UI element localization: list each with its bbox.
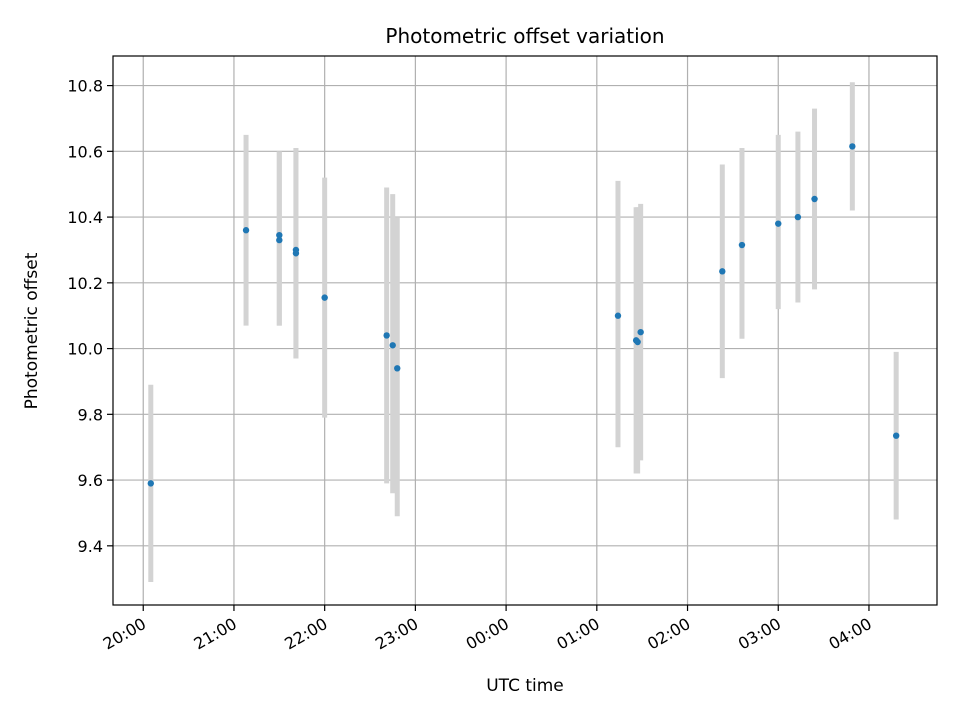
y-axis-label: Photometric offset <box>22 252 42 409</box>
data-point <box>614 312 622 319</box>
chart-title: Photometric offset variation <box>385 24 664 48</box>
data-point <box>276 231 283 239</box>
x-axis-ticks: 20:00 21:00 22:00 23:00 00:00 01:00 02:00 03:00… <box>100 605 875 654</box>
data-point <box>775 220 782 227</box>
y-tick-label: 10.2 <box>67 274 103 293</box>
data-point <box>634 338 641 346</box>
y-tick-label: 10.6 <box>67 142 103 161</box>
data-points <box>147 143 900 487</box>
data-point <box>637 328 644 336</box>
data-point <box>383 332 390 339</box>
data-point <box>394 365 401 372</box>
data-point <box>321 294 328 301</box>
x-tick-label: 03:00 <box>735 614 784 654</box>
y-tick-label: 9.8 <box>78 405 103 424</box>
x-tick-label: 00:00 <box>463 614 512 654</box>
data-point <box>242 227 250 234</box>
y-axis-ticks: 9.4 9.6 9.8 10.0 10.2 10.4 10.6 10.8 <box>67 77 113 556</box>
x-tick-label: 21:00 <box>191 614 240 654</box>
data-point <box>849 143 856 150</box>
data-point <box>892 432 900 439</box>
data-point <box>794 213 802 221</box>
y-tick-label: 9.6 <box>78 471 103 490</box>
data-point <box>276 236 283 244</box>
x-tick-label: 22:00 <box>281 614 330 654</box>
data-point <box>292 250 300 257</box>
error-bars <box>148 82 899 582</box>
y-tick-label: 9.4 <box>78 537 103 556</box>
data-point <box>811 195 818 203</box>
plot-frame <box>112 55 938 606</box>
x-tick-label: 02:00 <box>644 614 693 654</box>
data-point <box>719 268 726 275</box>
y-tick-label: 10.0 <box>67 340 103 359</box>
data-point <box>389 342 396 349</box>
y-tick-label: 10.4 <box>67 208 103 227</box>
data-point <box>147 480 154 487</box>
x-tick-label: 04:00 <box>826 614 875 654</box>
data-point <box>738 241 746 249</box>
x-tick-label: 20:00 <box>100 614 149 654</box>
x-tick-label: 01:00 <box>553 614 602 654</box>
y-tick-label: 10.8 <box>67 77 103 96</box>
x-tick-label: 23:00 <box>372 614 421 654</box>
x-axis-label: UTC time <box>486 676 564 696</box>
